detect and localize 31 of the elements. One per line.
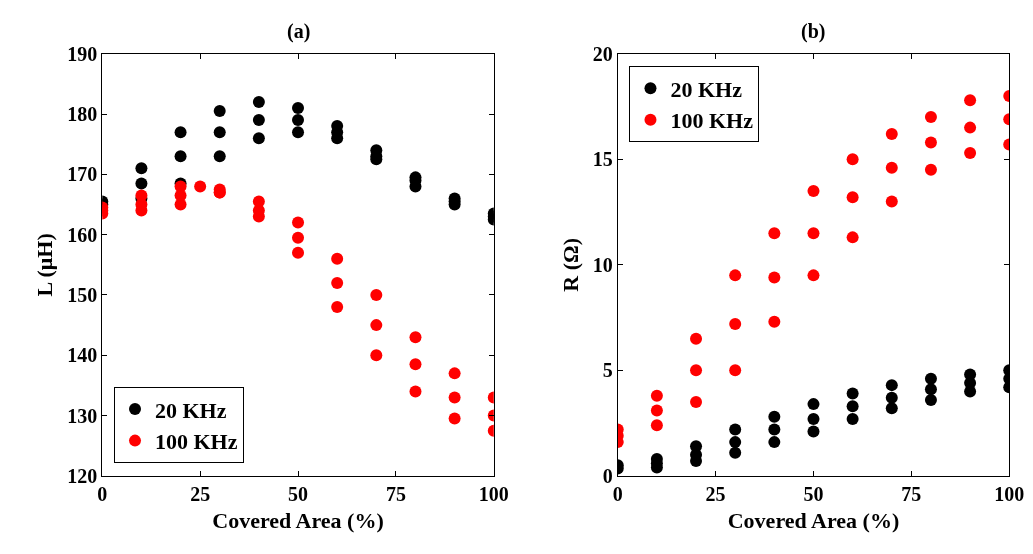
y-tick-label: 130 [67,404,98,427]
y-axis-title: L (μH) [32,233,58,297]
x-tick-label: 50 [288,482,309,505]
x-tick-label: 25 [190,482,211,505]
y-tick-label: 190 [67,42,98,65]
chart-title: (b) [801,20,826,43]
y-tick-label: 120 [67,464,98,487]
legend-label: 100 KHz [155,429,238,455]
x-tick-label: 25 [705,482,726,505]
x-tick-label: 100 [478,482,509,505]
y-tick-label: 15 [592,148,613,171]
y-tick-label: 10 [592,253,613,276]
y-axis-title: R (Ω) [557,237,583,292]
y-tick-label: 20 [592,42,613,65]
x-tick-label: 100 [994,482,1025,505]
y-tick-label: 180 [67,103,98,126]
x-tick-label: 75 [385,482,406,505]
x-axis-title: Covered Area (%) [727,507,900,533]
y-tick-label: 160 [67,223,98,246]
legend-label: 20 KHz [155,397,227,423]
y-tick-label: 150 [67,283,98,306]
y-tick-label: 170 [67,163,98,186]
x-tick-label: 50 [803,482,824,505]
legend-label: 100 KHz [670,108,754,134]
legend-label: 20 KHz [670,76,743,102]
y-tick-label: 140 [67,344,98,367]
x-axis-title: Covered Area (%) [212,507,384,533]
x-tick-label: 75 [901,482,922,505]
chart-title: (a) [287,20,311,43]
y-tick-label: 0 [602,464,613,487]
y-tick-label: 5 [602,359,613,382]
